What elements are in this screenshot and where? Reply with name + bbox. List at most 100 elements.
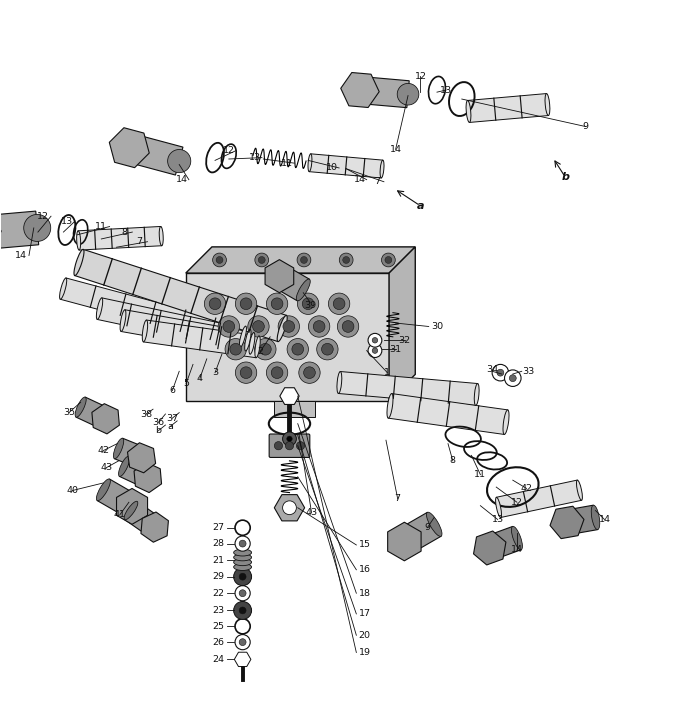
Polygon shape (565, 506, 598, 535)
Polygon shape (109, 128, 149, 167)
Polygon shape (496, 480, 581, 518)
Ellipse shape (234, 558, 252, 566)
Polygon shape (273, 265, 309, 301)
Circle shape (285, 442, 293, 450)
Ellipse shape (249, 332, 255, 354)
Ellipse shape (255, 336, 260, 358)
Circle shape (298, 293, 319, 315)
Ellipse shape (124, 501, 138, 520)
Circle shape (385, 257, 392, 263)
Text: 33: 33 (522, 367, 535, 376)
Polygon shape (78, 227, 162, 250)
Ellipse shape (159, 227, 163, 246)
Text: 14: 14 (511, 545, 523, 553)
Circle shape (297, 253, 311, 267)
Polygon shape (76, 397, 110, 429)
Ellipse shape (308, 154, 312, 172)
Text: 4: 4 (197, 374, 203, 383)
Text: a: a (417, 201, 424, 211)
Text: 1: 1 (384, 368, 390, 378)
Text: 42: 42 (98, 446, 109, 455)
Polygon shape (121, 310, 254, 354)
Circle shape (372, 337, 378, 343)
Text: a: a (167, 422, 173, 431)
Polygon shape (0, 211, 39, 250)
Circle shape (309, 316, 330, 337)
Circle shape (322, 343, 334, 355)
Circle shape (24, 214, 51, 242)
Text: 30: 30 (431, 322, 443, 331)
Text: 37: 37 (166, 414, 179, 423)
Text: 43: 43 (305, 508, 318, 517)
Circle shape (239, 590, 246, 596)
Circle shape (278, 316, 300, 337)
Circle shape (287, 338, 309, 360)
Text: 31: 31 (390, 345, 401, 354)
Ellipse shape (277, 315, 287, 342)
Text: 26: 26 (212, 638, 224, 646)
Circle shape (286, 436, 292, 442)
Polygon shape (265, 260, 293, 292)
Text: 11: 11 (282, 159, 293, 167)
Circle shape (223, 320, 235, 332)
Ellipse shape (545, 94, 550, 116)
Circle shape (253, 320, 264, 332)
Polygon shape (127, 443, 156, 473)
Polygon shape (143, 320, 259, 358)
Polygon shape (358, 77, 409, 108)
Polygon shape (468, 94, 548, 122)
Ellipse shape (75, 397, 86, 418)
Circle shape (274, 442, 282, 450)
Text: 24: 24 (212, 655, 224, 664)
Ellipse shape (96, 298, 102, 320)
Text: 21: 21 (212, 556, 224, 565)
Ellipse shape (239, 326, 246, 347)
Circle shape (343, 257, 349, 263)
Polygon shape (473, 531, 506, 565)
Circle shape (240, 367, 252, 378)
Circle shape (492, 365, 509, 381)
Polygon shape (280, 388, 299, 405)
Text: 8: 8 (450, 456, 456, 465)
Ellipse shape (234, 549, 252, 556)
Ellipse shape (234, 554, 252, 561)
Circle shape (204, 293, 226, 315)
Polygon shape (116, 488, 147, 524)
Text: 13: 13 (440, 86, 452, 94)
Circle shape (225, 338, 246, 360)
Polygon shape (397, 513, 441, 553)
Text: b: b (156, 426, 161, 435)
Circle shape (216, 257, 223, 263)
Circle shape (343, 320, 354, 332)
Circle shape (282, 501, 296, 515)
Ellipse shape (466, 101, 471, 122)
Polygon shape (274, 495, 304, 521)
Circle shape (283, 320, 295, 332)
Text: 12: 12 (415, 72, 426, 81)
Polygon shape (185, 247, 415, 273)
Polygon shape (97, 479, 138, 517)
Circle shape (234, 568, 252, 586)
Circle shape (300, 257, 307, 263)
Text: 38: 38 (140, 410, 152, 418)
Ellipse shape (60, 278, 66, 300)
Ellipse shape (503, 410, 509, 435)
Circle shape (339, 253, 353, 267)
Polygon shape (185, 273, 389, 400)
Circle shape (397, 84, 419, 105)
Circle shape (271, 367, 283, 378)
Text: 35: 35 (63, 408, 75, 417)
Polygon shape (125, 501, 161, 536)
Circle shape (239, 638, 246, 646)
Ellipse shape (591, 506, 600, 530)
Text: b: b (561, 172, 570, 182)
Ellipse shape (296, 279, 310, 301)
Text: 11: 11 (475, 470, 486, 479)
Polygon shape (98, 298, 250, 351)
Circle shape (167, 149, 191, 172)
Text: 13: 13 (249, 153, 261, 162)
Circle shape (282, 432, 296, 445)
Ellipse shape (113, 438, 124, 459)
Polygon shape (338, 372, 477, 405)
Circle shape (271, 298, 283, 310)
